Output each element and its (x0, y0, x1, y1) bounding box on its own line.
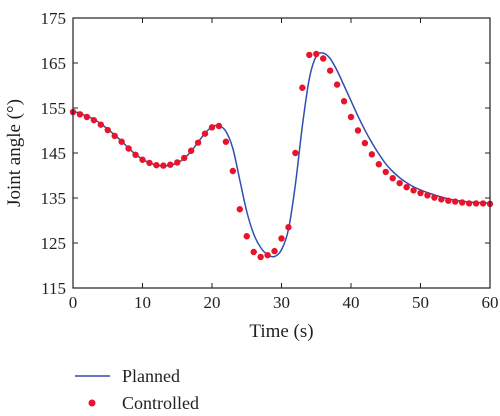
data-point-controlled (465, 200, 473, 207)
y-tick-label: 155 (41, 99, 67, 118)
y-tick-label: 125 (41, 234, 67, 253)
x-tick-label: 50 (412, 293, 429, 312)
legend-label-controlled: Controlled (122, 393, 199, 413)
data-point-controlled (306, 51, 313, 59)
data-point-controlled (340, 98, 348, 105)
x-tick-label: 30 (273, 293, 290, 312)
data-point-controlled (187, 147, 195, 154)
data-point-controlled (438, 196, 445, 203)
data-point-controlled (424, 192, 431, 199)
data-point-controlled (278, 235, 285, 242)
data-point-controlled (139, 156, 146, 163)
data-point-controlled (472, 200, 480, 207)
data-point-controlled (403, 184, 410, 191)
data-point-controlled (194, 139, 202, 146)
data-point-controlled (431, 194, 438, 201)
data-point-controlled (167, 161, 174, 168)
data-point-controlled (153, 161, 160, 169)
data-point-controlled (76, 111, 84, 118)
data-point-controlled (410, 187, 417, 194)
x-axis-label: Time (s) (249, 321, 313, 342)
x-tick-label: 40 (343, 293, 360, 312)
x-tick-label: 60 (482, 293, 499, 312)
data-point-controlled (132, 151, 139, 158)
data-point-controlled (174, 159, 181, 166)
data-point-controlled (445, 197, 452, 204)
y-tick-label: 145 (41, 144, 67, 163)
marker-layer (69, 50, 494, 261)
data-point-controlled (229, 167, 237, 175)
data-point-controlled (264, 251, 271, 259)
data-point-controlled (271, 247, 278, 255)
data-point-controlled (354, 127, 362, 134)
data-point-controlled (125, 145, 132, 152)
data-point-controlled (347, 113, 355, 121)
data-point-controlled (257, 253, 264, 261)
data-point-controlled (215, 122, 223, 130)
data-point-controlled (361, 139, 369, 147)
data-point-controlled (285, 224, 292, 231)
y-tick-label: 175 (41, 9, 67, 28)
data-point-controlled (382, 168, 389, 176)
data-point-controlled (452, 198, 459, 205)
data-point-controlled (326, 67, 334, 74)
data-point-controlled (333, 81, 341, 88)
x-tick-label: 20 (204, 293, 221, 312)
data-point-controlled (97, 121, 105, 128)
data-point-controlled (375, 161, 382, 168)
data-point-controlled (250, 248, 257, 256)
data-point-controlled (146, 159, 153, 167)
data-point-controlled (222, 138, 230, 145)
y-tick-label: 115 (41, 279, 66, 298)
y-axis-label: Joint angle (°) (4, 99, 25, 207)
data-point-controlled (243, 233, 250, 240)
data-point-controlled (396, 179, 403, 187)
data-point-controlled (83, 113, 91, 121)
data-point-controlled (160, 162, 167, 169)
x-tick-label: 10 (134, 293, 151, 312)
data-point-controlled (459, 199, 466, 206)
y-tick-label: 135 (41, 189, 67, 208)
data-point-controlled (389, 175, 396, 182)
data-point-controlled (417, 189, 424, 197)
axis-ticks: 0 10 20 30 40 50 60 115 125 135 145 155 165 175 (41, 9, 499, 312)
data-point-controlled (299, 84, 306, 91)
legend: Planned Controlled (75, 366, 199, 413)
data-point-controlled (292, 149, 299, 157)
data-point-controlled (111, 132, 118, 140)
data-point-controlled (479, 200, 487, 207)
data-point-controlled (90, 116, 98, 124)
legend-marker-swatch (88, 399, 96, 407)
y-tick-label: 165 (41, 54, 67, 73)
data-point-controlled (313, 50, 320, 58)
data-point-controlled (118, 138, 125, 145)
data-point-controlled (208, 124, 216, 131)
data-point-controlled (236, 206, 243, 213)
legend-label-planned: Planned (122, 366, 180, 386)
data-point-controlled (201, 130, 209, 137)
data-point-controlled (104, 126, 111, 134)
x-tick-label: 0 (69, 293, 78, 312)
data-point-controlled (181, 154, 188, 162)
data-point-controlled (368, 151, 376, 158)
data-point-controlled (320, 55, 327, 62)
